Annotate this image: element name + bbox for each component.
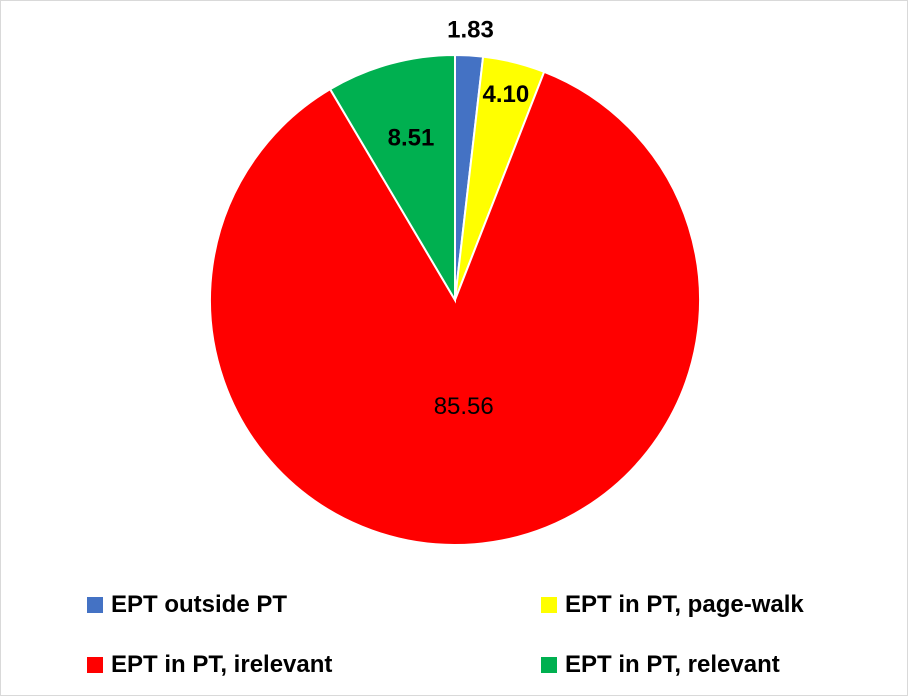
data-label-ept-outside-pt: 1.83 <box>447 16 494 43</box>
pie-slice-ept-in-pt-irelevant <box>209 70 701 546</box>
data-label-ept-in-pt-irelevant: 85.56 <box>434 393 494 420</box>
data-label-ept-in-pt-page-walk: 4.10 <box>482 81 529 108</box>
data-label-ept-in-pt-relevant: 8.51 <box>388 125 435 152</box>
pie-slices <box>209 53 701 546</box>
pie-slice-ept-in-pt-relevant <box>328 53 456 304</box>
pie-data-labels: 1.83 4.10 85.56 8.51 <box>388 16 530 420</box>
